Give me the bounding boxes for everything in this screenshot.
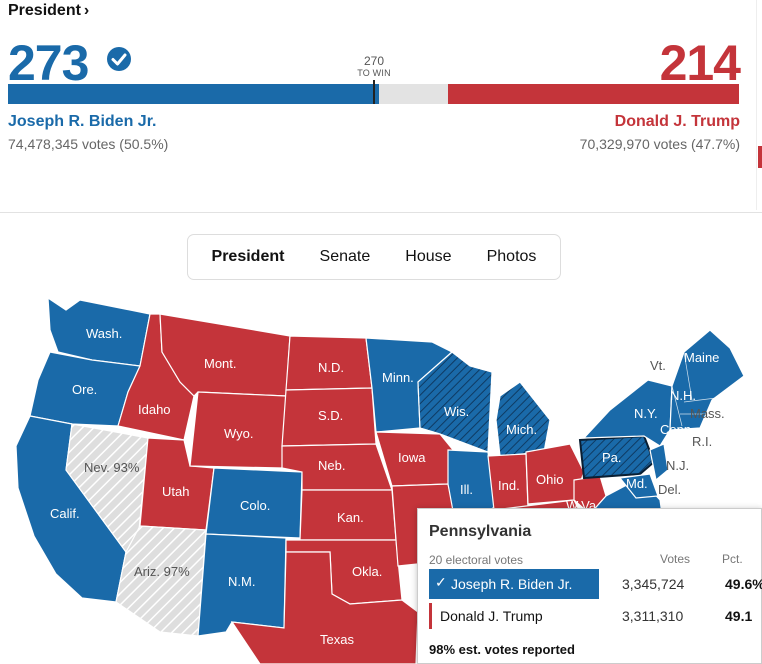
label-ny: N.Y. [634,406,658,421]
section-divider [0,212,762,213]
label-ariz: Ariz. 97% [134,564,190,579]
trump-popular-votes: 70,329,970 votes (47.7%) [579,136,740,152]
biden-name: Joseph R. Biden Jr. [8,113,157,130]
candidate-votes: 3,345,724 [622,576,685,592]
results-tabs: President Senate House Photos [187,234,561,280]
tooltip-pct-header: Pct. [722,552,743,566]
votes-reported: 98% est. votes reported [429,642,575,657]
label-texas: Texas [320,632,354,647]
threshold-marker [373,80,375,104]
us-results-map[interactable]: Wash. Ore. Calif. Idaho Nev. 93% Utah Ar… [0,290,762,664]
biden-popular-votes: 74,478,345 votes (50.5%) [8,136,169,152]
state-michigan[interactable] [495,381,551,457]
win-threshold: 270 TO WIN [344,55,404,79]
label-nm: N.M. [228,574,255,589]
label-wash: Wash. [86,326,122,341]
label-ore: Ore. [72,382,97,397]
trump-electoral-count: 214 [659,35,741,91]
tooltip-state-name: Pennsylvania [429,523,532,540]
candidate-name: Donald J. Trump [440,608,543,624]
label-wis: Wis. [444,404,469,419]
label-utah: Utah [162,484,189,499]
label-del: Del. [658,482,681,497]
label-okla: Okla. [352,564,382,579]
biden-bar-fill [8,84,379,104]
label-ind: Ind. [498,478,520,493]
tooltip-electoral-votes: 20 electoral votes [429,553,524,567]
label-mass: Mass. [690,406,725,421]
race-title: President [8,2,81,19]
label-mont: Mont. [204,356,237,371]
tab-house[interactable]: House [405,248,452,265]
label-minn: Minn. [382,370,414,385]
winner-check-icon [107,47,131,71]
party-color-bar [429,603,432,629]
label-ri: R.I. [692,434,712,449]
tooltip-row-trump: Donald J. Trump 3,311,310 49.1 [429,601,762,631]
panel-border [756,0,757,210]
label-conn: Conn. [660,422,695,437]
trump-bar-fill [448,84,739,104]
label-sd: S.D. [318,408,343,423]
label-calif: Calif. [50,506,80,521]
label-nev: Nev. 93% [84,460,140,475]
label-wyo: Wyo. [224,426,254,441]
label-md: Md. [626,476,648,491]
label-maine: Maine [684,350,719,365]
label-nj: N.J. [666,458,689,473]
biden-electoral-count: 273 [8,35,89,91]
label-iowa: Iowa [398,450,426,465]
candidate-pct: 49.6% [725,576,762,592]
state-new-jersey[interactable] [649,443,669,482]
check-icon: ✓ [435,574,447,590]
side-panel-edge [758,146,762,168]
state-new-england[interactable] [669,329,745,431]
tooltip-row-biden: ✓ Joseph R. Biden Jr. 3,345,724 49.6% [429,569,762,599]
label-ohio: Ohio [536,472,563,487]
trump-name: Donald J. Trump [614,113,740,130]
tab-photos[interactable]: Photos [486,248,537,265]
state-wisconsin[interactable] [417,351,493,453]
race-title-link[interactable]: President › [8,2,89,20]
label-mich: Mich. [506,422,537,437]
label-pa: Pa. [602,450,622,465]
label-kan: Kan. [337,510,364,525]
winner-highlight [429,569,599,599]
state-new-york[interactable] [582,379,673,447]
candidate-pct: 49.1 [725,608,753,624]
label-colo: Colo. [240,498,270,513]
label-nh: N.H. [670,388,696,403]
tab-senate[interactable]: Senate [319,248,371,265]
tooltip-votes-header: Votes [660,552,691,566]
state-delaware-md[interactable] [618,473,659,499]
label-nd: N.D. [318,360,344,375]
candidate-name: Joseph R. Biden Jr. [451,576,573,592]
candidate-votes: 3,311,310 [622,608,684,624]
label-vt: Vt. [650,358,666,373]
tab-president[interactable]: President [211,248,285,265]
label-neb: Neb. [318,458,345,473]
win-threshold-value: 270 [363,54,385,68]
win-threshold-label: TO WIN [357,68,391,78]
chevron-right-icon: › [83,2,90,19]
label-idaho: Idaho [138,402,171,417]
state-tooltip: Pennsylvania 20 electoral votes Votes Pc… [417,508,762,664]
label-ill: Ill. [460,482,473,497]
